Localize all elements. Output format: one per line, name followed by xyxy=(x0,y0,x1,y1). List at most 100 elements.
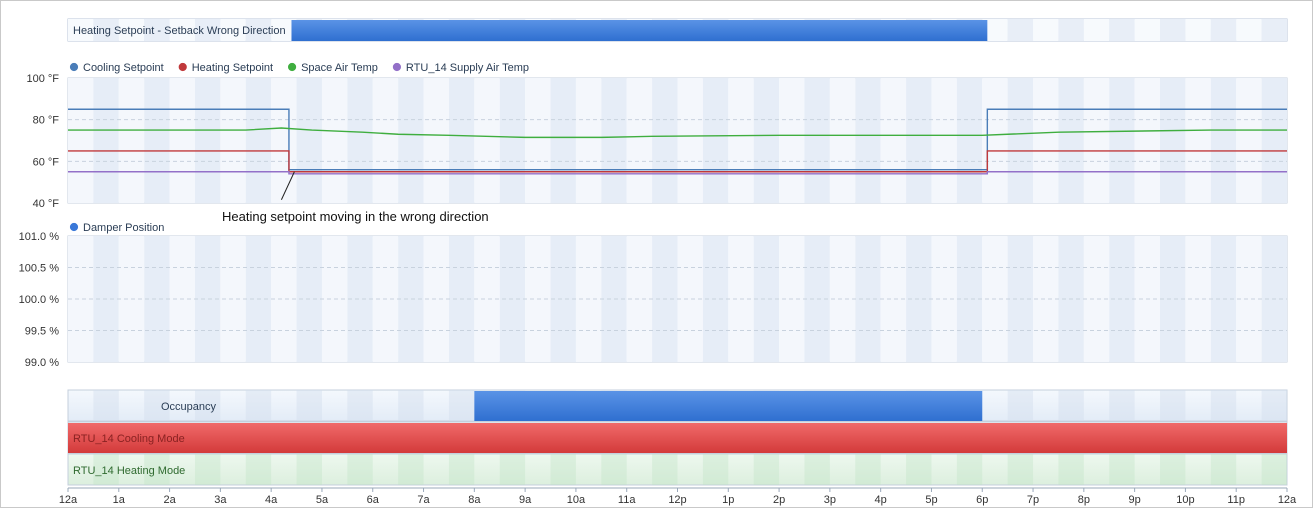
heating-mode-row-band xyxy=(982,454,1007,485)
occupancy-row-band xyxy=(194,390,221,421)
temperature-plot-band xyxy=(982,78,1008,203)
x-tick-label: 10a xyxy=(567,494,586,506)
temperature-series-2 xyxy=(68,127,1287,139)
x-tick-label: 9a xyxy=(519,494,532,506)
occupancy-row-band xyxy=(1084,390,1109,421)
occupancy-row-band xyxy=(296,390,322,421)
occupancy-row-band xyxy=(68,390,93,421)
occupancy-row-band xyxy=(1033,390,1058,421)
x-tick-label: 2a xyxy=(163,494,176,506)
annotation-text: Heating setpoint moving in the wrong dir… xyxy=(222,209,489,224)
temperature-plot-band xyxy=(829,78,856,203)
setback-timeline-band xyxy=(1083,19,1110,41)
temperature-plot-band xyxy=(1083,78,1110,203)
heating-mode-row-band xyxy=(855,454,881,485)
legend-label-0: Cooling Setpoint xyxy=(83,62,164,74)
setback-timeline-band xyxy=(271,19,297,41)
occupancy-row-band xyxy=(271,390,296,421)
temperature-plot-band xyxy=(499,78,526,203)
heating-mode-row-band xyxy=(1261,454,1287,485)
setback-timeline-band xyxy=(220,19,246,41)
occupancy-row-band xyxy=(982,390,1007,421)
x-tick-label: 5a xyxy=(316,494,329,506)
x-tick-label: 8p xyxy=(1078,494,1090,506)
heating-mode-row-band xyxy=(194,454,221,485)
temperature-plot-band xyxy=(702,78,729,203)
x-tick-label: 4a xyxy=(265,494,278,506)
occupancy-row-band xyxy=(448,390,475,421)
heating-mode-row-band xyxy=(245,454,272,485)
temperature-plot-band xyxy=(1109,78,1135,203)
temperature-plot-band xyxy=(753,78,780,203)
x-tick-label: 3a xyxy=(214,494,227,506)
temperature-plot-band xyxy=(1134,78,1161,203)
annotation-pointer xyxy=(280,171,295,200)
occupancy-row-band xyxy=(1135,390,1160,421)
temperature-y-tick-label: 100 °F xyxy=(26,73,59,85)
heating-mode-row-band xyxy=(1185,454,1210,485)
temperature-plot-band xyxy=(652,78,678,203)
heating-mode-row-band xyxy=(347,454,373,485)
temperature-plot-band xyxy=(855,78,881,203)
temperature-series-3 xyxy=(68,171,1287,175)
temperature-plot-band xyxy=(118,78,145,203)
heating-mode-row-band xyxy=(296,454,322,485)
state-row-label-1: RTU_14 Cooling Mode xyxy=(73,433,185,445)
heating-mode-row-band xyxy=(1109,454,1135,485)
heating-mode-row-band xyxy=(678,454,703,485)
setback-timeline-band xyxy=(1134,19,1161,41)
temperature-plot-band xyxy=(68,78,94,203)
heating-mode-row-band xyxy=(576,454,601,485)
setback-timeline-segment xyxy=(291,20,988,41)
x-tick-label: 12p xyxy=(668,494,686,506)
state-row-segment-1 xyxy=(68,423,1287,453)
damper-y-tick-label: 101.0 % xyxy=(19,231,60,243)
temperature-plot-band xyxy=(296,78,322,203)
heating-mode-row-band xyxy=(499,454,526,485)
heating-mode-row-band xyxy=(906,454,932,485)
legend-label-1: Heating Setpoint xyxy=(192,62,273,74)
occupancy-row-band xyxy=(220,390,245,421)
occupancy-row-band xyxy=(1210,390,1237,421)
occupancy-row-band xyxy=(1160,390,1186,421)
temperature-plot-band xyxy=(1007,78,1034,203)
temperature-plot-band xyxy=(880,78,907,203)
setback-timeline-band xyxy=(1160,19,1186,41)
occupancy-row-band xyxy=(347,390,373,421)
setback-timeline-band xyxy=(118,19,145,41)
heating-mode-row-band xyxy=(550,454,576,485)
temperature-plot-band xyxy=(525,78,551,203)
setback-timeline-band xyxy=(982,19,1008,41)
temperature-plot-band xyxy=(169,78,195,203)
temperature-plot-band xyxy=(906,78,932,203)
heating-mode-row-band xyxy=(702,454,729,485)
x-tick-label: 10p xyxy=(1176,494,1194,506)
heating-mode-row-band xyxy=(1210,454,1237,485)
occupancy-row-band xyxy=(1058,390,1084,421)
setback-timeline-band xyxy=(194,19,221,41)
x-tick-label: 1p xyxy=(722,494,734,506)
temperature-plot-band xyxy=(1058,78,1084,203)
temperature-y-tick-label: 40 °F xyxy=(33,198,60,210)
setback-timeline-band xyxy=(1058,19,1084,41)
heating-mode-row-band xyxy=(804,454,830,485)
temperature-plot-band xyxy=(93,78,119,203)
heating-mode-row-band xyxy=(220,454,245,485)
heating-mode-row-band xyxy=(652,454,678,485)
heating-mode-row-band xyxy=(448,454,475,485)
occupancy-row-band xyxy=(1109,390,1135,421)
heating-mode-row-band xyxy=(1007,454,1034,485)
heating-mode-row-band xyxy=(1135,454,1160,485)
heating-mode-row-band xyxy=(1033,454,1058,485)
temperature-plot-band xyxy=(347,78,373,203)
temperature-plot-band xyxy=(626,78,653,203)
setback-timeline-band xyxy=(1210,19,1237,41)
heating-mode-row-band xyxy=(93,454,119,485)
heating-mode-row-band xyxy=(627,454,652,485)
temperature-plot-band xyxy=(804,78,830,203)
heating-mode-row-band xyxy=(728,454,753,485)
temperature-plot-band xyxy=(448,78,475,203)
heating-mode-row-band xyxy=(601,454,627,485)
occupancy-row-band xyxy=(245,390,272,421)
